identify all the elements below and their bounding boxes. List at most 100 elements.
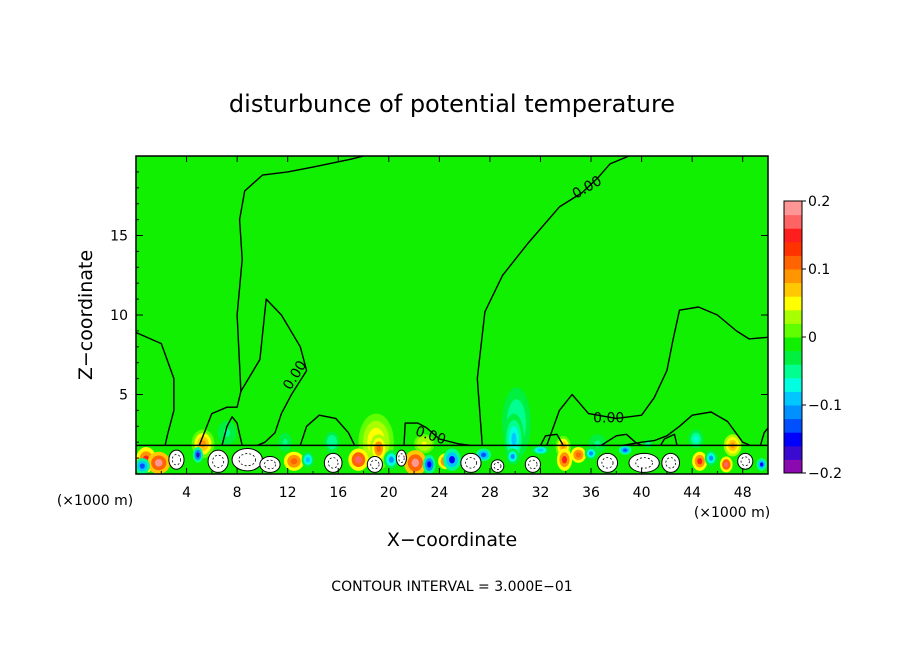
colorbar-swatch-14: [784, 269, 802, 284]
surface-cell-0-inner: [171, 454, 182, 466]
colorbar-label-3: −0.1: [808, 398, 842, 414]
warm-patch-7: [570, 446, 586, 463]
cold-patch-0-level-3: [139, 463, 145, 469]
cold-patch-9: [584, 446, 598, 460]
colorbar-swatch-7: [784, 364, 802, 379]
warm-patch-1-level-3: [154, 459, 163, 467]
cold-patch-4-level-3: [427, 461, 432, 468]
x-tick-label-12: 12: [279, 485, 297, 501]
colorbar-swatch-10: [784, 323, 802, 338]
contour-line-0: [136, 331, 175, 446]
cold-patch-2: [301, 451, 315, 468]
x-tick-label-16: 16: [329, 485, 347, 501]
surface-cell-5: [366, 456, 383, 473]
warm-patch-6: [556, 448, 573, 471]
warm-patch-3-level-3: [355, 455, 362, 464]
cold-patch-12-level-3: [759, 462, 764, 467]
x-unit-label-left: (×1000 m): [57, 493, 133, 509]
contour-line-9: [600, 433, 642, 447]
colorbar-swatch-17: [784, 228, 802, 243]
cold-patch-12: [756, 458, 767, 471]
y-axis: 5 10 15: [110, 171, 768, 459]
cold-patch-6-level-3: [481, 452, 487, 458]
colorbar-swatch-15: [784, 255, 802, 270]
x-axis-title: X−coordinate: [387, 529, 517, 551]
cold-patch-9-level-3: [588, 451, 594, 456]
surface-cell-6: [395, 449, 407, 467]
x-axis: 4 8 12 16 20 24 28 32 36 40 44 48: [160, 156, 752, 501]
x-unit-label-right: (×1000 m): [694, 505, 770, 521]
warm-patch-6-level-3: [561, 455, 568, 464]
anomaly-6: [321, 427, 343, 457]
colorbar-swatch-8: [784, 350, 802, 365]
contour-line-6: [221, 416, 243, 446]
colorbar-swatch-3: [784, 418, 802, 433]
cold-patch-0: [136, 458, 150, 474]
contour-line-7: [546, 306, 768, 446]
x-tick-label-24: 24: [430, 485, 448, 501]
colorbar-swatch-9: [784, 337, 802, 352]
warm-patch-8: [692, 451, 708, 471]
cold-patch-7: [506, 448, 519, 465]
anomaly-8-level-4: [693, 435, 699, 443]
surface-cell-6-inner: [398, 453, 405, 463]
cold-patch-1: [192, 446, 203, 463]
x-tick-label-28: 28: [481, 485, 499, 501]
plot-area: 0.000.000.000.00: [135, 155, 769, 475]
y-tick-label-15: 15: [110, 229, 128, 245]
surface-cell-1: [207, 449, 229, 473]
chart-title: disturbunce of potential temperature: [229, 90, 675, 118]
warm-patch-3: [348, 448, 369, 471]
colorbar-swatch-19: [784, 201, 802, 216]
cold-patch-2-level-3: [305, 457, 311, 463]
colorbar-swatch-1: [784, 445, 802, 460]
colorbar-label-1: 0.1: [808, 262, 830, 278]
contour-interval-note: CONTOUR INTERVAL = 3.000E−01: [331, 579, 572, 595]
warm-patch-4: [403, 450, 427, 474]
warm-patch-1: [147, 451, 171, 474]
surface-layer: [136, 444, 768, 474]
cold-patch-7-level-3: [510, 453, 515, 460]
y-axis-title: Z−coordinate: [75, 250, 97, 380]
colorbar-label-0: 0.2: [808, 194, 830, 210]
x-tick-label-44: 44: [683, 485, 701, 501]
colorbar-swatch-18: [784, 214, 802, 229]
cold-patch-4: [422, 454, 436, 474]
surface-cell-12-inner: [665, 457, 676, 469]
surface-cell-7: [460, 452, 482, 473]
surface-cell-9: [524, 456, 541, 473]
x-tick-label-36: 36: [582, 485, 600, 501]
x-tick-label-48: 48: [734, 485, 752, 501]
colorbar-swatch-4: [784, 405, 802, 420]
cold-patch-3: [383, 450, 399, 470]
surface-cell-10: [596, 452, 619, 473]
contour-line-2: [476, 156, 630, 446]
anomaly-12: [414, 434, 435, 454]
y-tick-label-10: 10: [110, 308, 128, 324]
colorbar-label-2: 0: [808, 330, 817, 346]
anomaly-6-level-4: [329, 438, 335, 446]
warm-patch-4-level-3: [411, 458, 420, 468]
anomaly-1-level-4: [511, 432, 517, 446]
surface-cell-3-inner: [264, 459, 276, 470]
anomaly-3-level-4: [376, 444, 381, 453]
cold-patch-11: [704, 450, 718, 467]
contour-line-3: [240, 298, 308, 447]
colorbar-swatch-11: [784, 309, 802, 324]
x-tick-label-20: 20: [380, 485, 398, 501]
x-tick-label-40: 40: [633, 485, 651, 501]
cold-patch-10-level-3: [623, 448, 628, 452]
cold-patch-5: [443, 448, 461, 471]
cold-patch-5-level-3: [449, 455, 455, 464]
cold-patch-11-level-3: [709, 455, 714, 461]
colorbar-label-4: −0.2: [808, 466, 842, 482]
surface-cell-12: [661, 452, 681, 473]
surface-cell-10-inner: [601, 457, 614, 469]
contour-label-3: 0.00: [593, 410, 624, 426]
warm-patch-9-level-3: [724, 461, 729, 468]
contour-line-5: [403, 422, 472, 447]
surface-cell-1-inner: [212, 454, 225, 468]
cold-patch-1-level-3: [196, 452, 200, 458]
surface-cell-8: [490, 459, 505, 473]
